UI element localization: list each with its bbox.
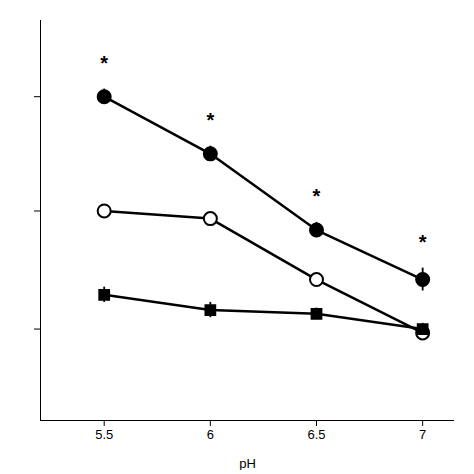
svg-text:6: 6 (207, 427, 214, 442)
svg-text:*: * (206, 109, 214, 131)
svg-text:6.5: 6.5 (307, 427, 325, 442)
svg-text:*: * (100, 52, 108, 74)
svg-text:*: * (313, 185, 321, 207)
svg-text:7: 7 (419, 427, 426, 442)
svg-text:*: * (419, 231, 427, 253)
svg-text:5.5: 5.5 (95, 427, 113, 442)
svg-text:pH: pH (239, 456, 256, 471)
